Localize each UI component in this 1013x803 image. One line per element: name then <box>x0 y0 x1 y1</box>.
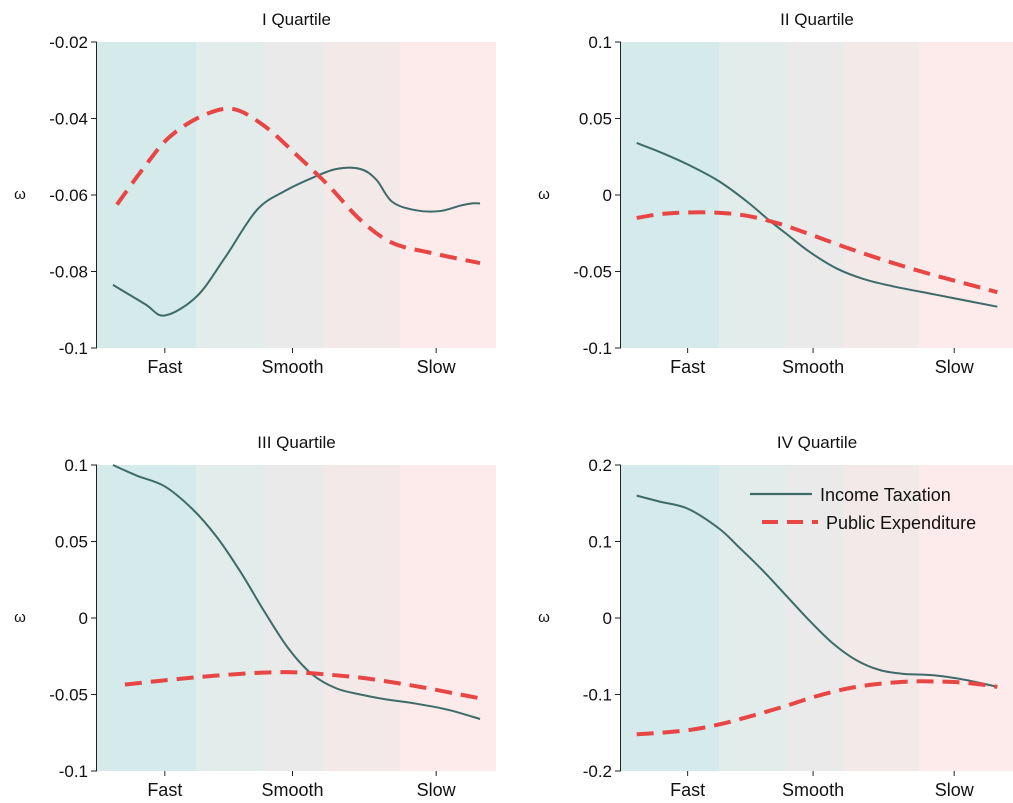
x-tick-label: Smooth <box>261 780 323 800</box>
panel-title: IV Quartile <box>777 433 857 452</box>
x-tick-label: Fast <box>670 357 705 377</box>
y-tick-label: -0.06 <box>49 186 88 205</box>
public-expenditure-line <box>636 679 998 737</box>
panel-3: 0.1 0.05 0 -0.05 -0.1 Fast Smooth Slow III Quart… <box>14 433 496 800</box>
income-taxation-line <box>636 494 998 688</box>
y-tick-label: -0.1 <box>59 339 88 358</box>
y-tick-label: -0.04 <box>49 110 88 129</box>
y-tick-label: -0.05 <box>573 263 612 282</box>
y-tick-label: 0.05 <box>579 110 612 129</box>
y-tick-label: -0.05 <box>49 686 88 705</box>
panel-title: I Quartile <box>262 10 331 29</box>
y-tick-label: 0 <box>79 609 88 628</box>
income-taxation-line <box>112 166 481 317</box>
y-axis-label: ω <box>14 609 26 626</box>
panel-2: 0.1 0.05 0 -0.05 -0.1 Fast Smooth Slow II Quarti… <box>538 10 1013 377</box>
y-axis-label: ω <box>14 186 26 203</box>
panel-4: 0.2 0.1 0 -0.1 -0.2 Fast Smooth Slow IV Quartile… <box>538 433 1013 800</box>
y-tick-label: 0.1 <box>64 456 88 475</box>
x-tick-label: Smooth <box>782 780 844 800</box>
y-tick-label: -0.1 <box>59 762 88 781</box>
background-band <box>97 465 197 771</box>
y-tick-label: 0.1 <box>588 533 612 552</box>
background-band <box>719 465 786 771</box>
background-band <box>785 465 845 771</box>
y-tick-label: -0.1 <box>583 339 612 358</box>
x-tick-label: Fast <box>147 780 182 800</box>
y-axis-label: ω <box>538 186 550 203</box>
y-tick-label: 0.05 <box>55 533 88 552</box>
y-tick-label: 0.1 <box>588 33 612 52</box>
x-tick-label: Fast <box>147 357 182 377</box>
x-tick-label: Slow <box>417 780 457 800</box>
public-expenditure-line <box>124 670 481 701</box>
x-tick-label: Smooth <box>782 357 844 377</box>
y-tick-label: 0 <box>603 186 612 205</box>
y-tick-label: 0.2 <box>588 456 612 475</box>
y-tick-label: 0 <box>603 609 612 628</box>
y-tick-label: -0.2 <box>583 762 612 781</box>
panel-1: -0.02 -0.04 -0.06 -0.08 -0.1 Fast Smooth Slow I … <box>14 10 496 377</box>
background-band <box>324 465 401 771</box>
legend: Income Taxation Public Expenditure <box>750 485 976 533</box>
x-tick-label: Smooth <box>261 357 323 377</box>
background-band <box>400 42 496 348</box>
panel-title: III Quartile <box>257 433 335 452</box>
legend-income-label: Income Taxation <box>820 485 951 505</box>
y-tick-label: -0.02 <box>49 33 88 52</box>
y-tick-label: -0.1 <box>583 686 612 705</box>
public-expenditure-line <box>115 106 481 266</box>
background-band <box>400 465 496 771</box>
background-band <box>844 465 919 771</box>
income-taxation-line <box>636 142 998 308</box>
income-taxation-line <box>112 464 481 720</box>
background-band <box>264 42 325 348</box>
background-band <box>918 42 1013 348</box>
x-tick-label: Slow <box>935 780 975 800</box>
background-band <box>918 465 1013 771</box>
background-band <box>621 465 719 771</box>
background-band <box>621 42 719 348</box>
background-band <box>719 42 786 348</box>
background-band <box>785 42 845 348</box>
x-tick-label: Slow <box>417 357 457 377</box>
background-band <box>97 42 197 348</box>
background-band <box>844 42 919 348</box>
x-tick-label: Fast <box>670 780 705 800</box>
x-tick-label: Slow <box>935 357 975 377</box>
background-band <box>196 465 265 771</box>
panel-title: II Quartile <box>780 10 854 29</box>
background-band <box>196 42 265 348</box>
y-tick-label: -0.08 <box>49 263 88 282</box>
background-band <box>264 465 325 771</box>
legend-public-label: Public Expenditure <box>826 513 976 533</box>
y-axis-label: ω <box>538 609 550 626</box>
